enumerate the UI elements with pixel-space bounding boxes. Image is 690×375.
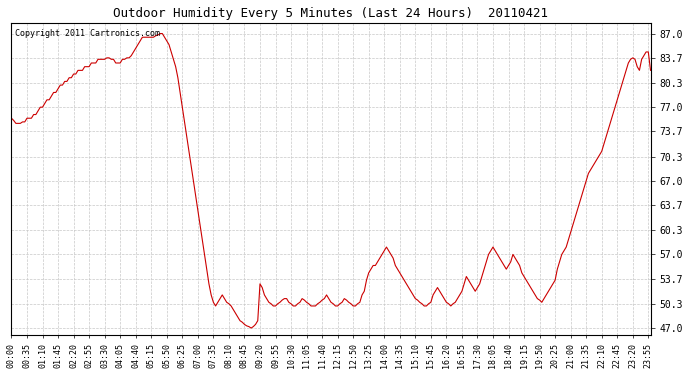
Text: Copyright 2011 Cartronics.com: Copyright 2011 Cartronics.com: [14, 29, 159, 38]
Title: Outdoor Humidity Every 5 Minutes (Last 24 Hours)  20110421: Outdoor Humidity Every 5 Minutes (Last 2…: [113, 7, 549, 20]
